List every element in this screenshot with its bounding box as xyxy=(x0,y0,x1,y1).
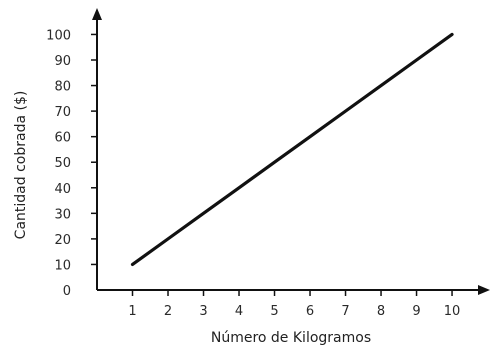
y-tick-label: 20 xyxy=(54,233,71,248)
y-tick-label: 0 xyxy=(63,284,71,299)
y-axis-arrow xyxy=(92,8,102,20)
series-layer xyxy=(130,32,454,267)
y-tick-label: 10 xyxy=(54,258,71,273)
y-tick-label: 100 xyxy=(46,28,71,43)
x-axis-arrow xyxy=(478,285,490,295)
series-line xyxy=(130,32,454,267)
x-tick-label: 5 xyxy=(270,304,278,319)
x-tick-label: 10 xyxy=(444,304,461,319)
x-axis-ticks: 1 2 3 4 5 6 7 8 9 10 xyxy=(128,290,460,319)
y-tick-label: 60 xyxy=(54,131,71,146)
x-axis-title: Número de Kilogramos xyxy=(211,330,371,345)
x-tick-label: 9 xyxy=(412,304,420,319)
y-tick-label: 40 xyxy=(54,182,71,197)
x-tick-label: 4 xyxy=(235,304,243,319)
x-tick-label: 1 xyxy=(128,304,136,319)
x-tick-label: 7 xyxy=(341,304,349,319)
x-tick-label: 6 xyxy=(306,304,314,319)
y-tick-label: 30 xyxy=(54,207,71,222)
y-axis-title: Cantidad cobrada ($) xyxy=(13,91,29,240)
x-tick-label: 3 xyxy=(199,304,207,319)
y-tick-label: 80 xyxy=(54,80,71,95)
y-axis-ticks: 0 10 20 30 40 50 60 70 80 90 100 xyxy=(46,28,97,299)
y-tick-label: 90 xyxy=(54,54,71,69)
x-tick-label: 2 xyxy=(164,304,172,319)
y-tick-label: 50 xyxy=(54,156,71,171)
y-tick-label: 70 xyxy=(54,105,71,120)
x-tick-label: 8 xyxy=(377,304,385,319)
